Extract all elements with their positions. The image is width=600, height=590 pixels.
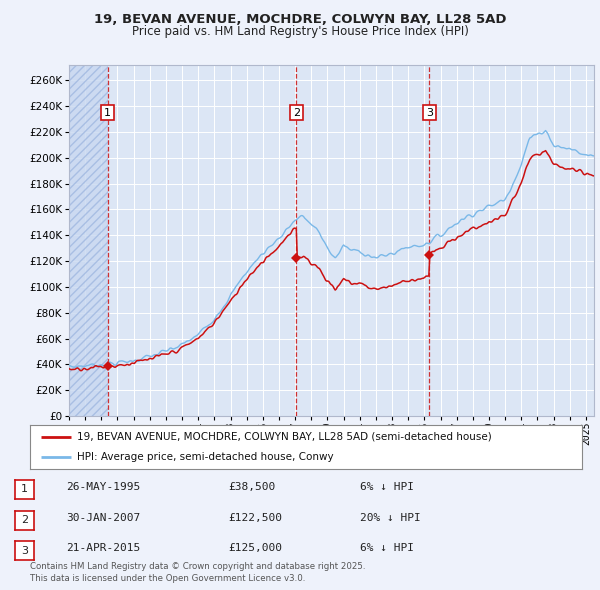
- Text: 3: 3: [426, 107, 433, 117]
- Text: 19, BEVAN AVENUE, MOCHDRE, COLWYN BAY, LL28 5AD (semi-detached house): 19, BEVAN AVENUE, MOCHDRE, COLWYN BAY, L…: [77, 432, 491, 442]
- Text: £125,000: £125,000: [228, 543, 282, 553]
- Text: 6% ↓ HPI: 6% ↓ HPI: [360, 543, 414, 553]
- Bar: [69, 65, 108, 416]
- Text: 21-APR-2015: 21-APR-2015: [66, 543, 140, 553]
- Text: £38,500: £38,500: [228, 482, 275, 492]
- Text: Price paid vs. HM Land Registry's House Price Index (HPI): Price paid vs. HM Land Registry's House …: [131, 25, 469, 38]
- Text: 6% ↓ HPI: 6% ↓ HPI: [360, 482, 414, 492]
- Text: 2: 2: [21, 515, 28, 525]
- Text: 1: 1: [21, 484, 28, 494]
- Text: 2: 2: [293, 107, 300, 117]
- Text: 3: 3: [21, 546, 28, 556]
- Text: £122,500: £122,500: [228, 513, 282, 523]
- Text: 30-JAN-2007: 30-JAN-2007: [66, 513, 140, 523]
- Text: Contains HM Land Registry data © Crown copyright and database right 2025.
This d: Contains HM Land Registry data © Crown c…: [30, 562, 365, 583]
- Text: 1: 1: [104, 107, 111, 117]
- Text: HPI: Average price, semi-detached house, Conwy: HPI: Average price, semi-detached house,…: [77, 452, 334, 462]
- Text: 26-MAY-1995: 26-MAY-1995: [66, 482, 140, 492]
- Text: 19, BEVAN AVENUE, MOCHDRE, COLWYN BAY, LL28 5AD: 19, BEVAN AVENUE, MOCHDRE, COLWYN BAY, L…: [94, 13, 506, 26]
- Text: 20% ↓ HPI: 20% ↓ HPI: [360, 513, 421, 523]
